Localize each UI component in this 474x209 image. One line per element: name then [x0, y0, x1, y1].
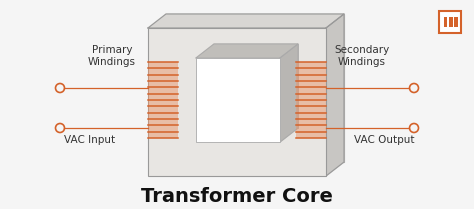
Bar	[439, 11, 461, 33]
Bar	[148, 28, 326, 176]
Text: VAC Input: VAC Input	[64, 135, 116, 145]
Polygon shape	[148, 14, 344, 28]
Polygon shape	[326, 14, 344, 176]
Bar	[214, 44, 298, 128]
Bar	[444, 17, 447, 27]
Bar	[449, 17, 453, 27]
Text: VAC Output: VAC Output	[354, 135, 414, 145]
Text: Primary
Windings: Primary Windings	[88, 45, 136, 67]
Bar	[196, 58, 280, 142]
Bar	[296, 62, 326, 138]
Bar	[455, 17, 458, 27]
Bar	[148, 62, 178, 138]
Polygon shape	[196, 44, 298, 58]
Bar	[166, 14, 344, 162]
Text: Transformer Core: Transformer Core	[141, 186, 333, 205]
Polygon shape	[280, 44, 298, 142]
Text: Secondary
Windings: Secondary Windings	[334, 45, 390, 67]
